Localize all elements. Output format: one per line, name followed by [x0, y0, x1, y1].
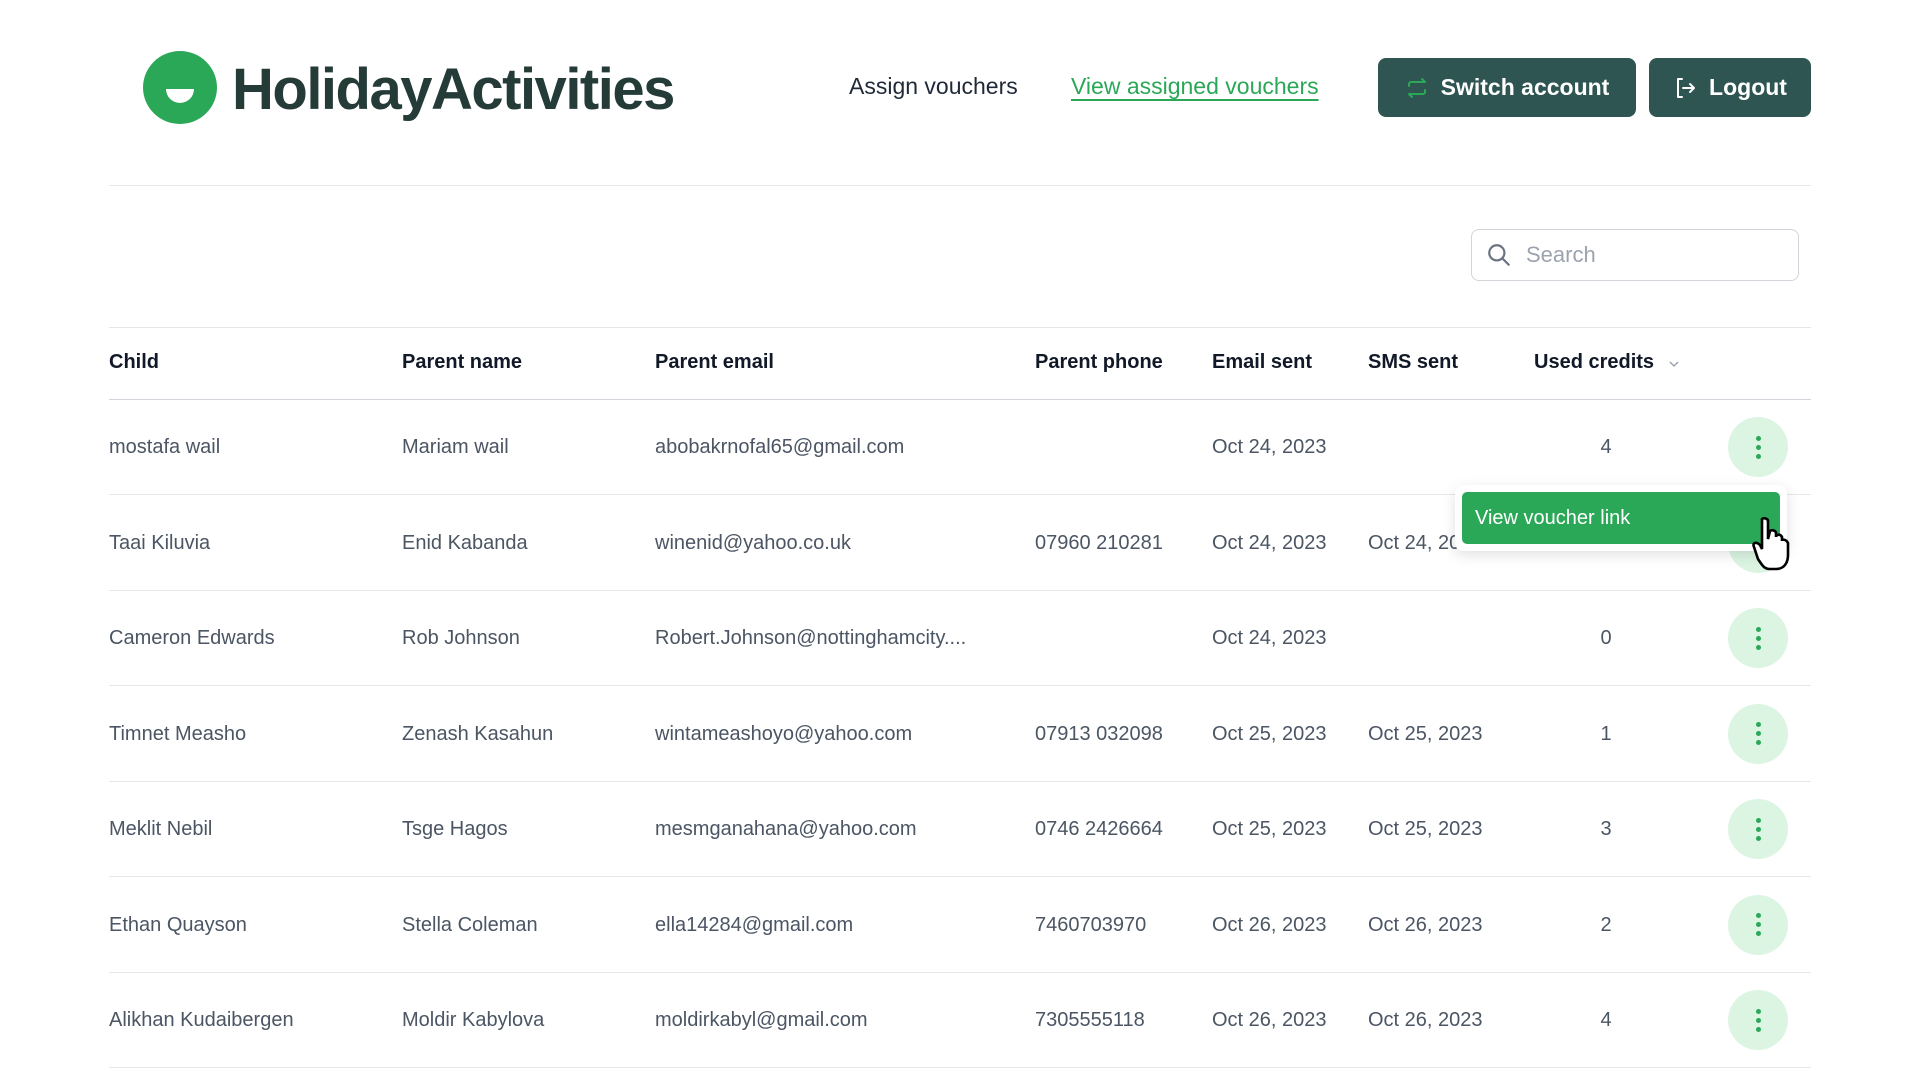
table-row: Ethan Quayson Stella Coleman ella14284@gma…	[109, 878, 1811, 973]
more-vertical-icon	[1755, 435, 1761, 441]
cell-parent-name: Stella Coleman	[402, 913, 538, 936]
cell-parent-name: Mariam wail	[402, 436, 509, 458]
column-header-used-credits[interactable]: Used credits	[1534, 351, 1655, 373]
cell-parent-email: mesmganahana@yahoo.com	[655, 818, 917, 840]
cell-child: Cameron Edwards	[109, 627, 275, 649]
cell-sms-sent: Oct 26, 2023	[1368, 1009, 1483, 1031]
column-header-parent-email[interactable]: Parent email	[655, 351, 774, 373]
cell-child: Ethan Quayson	[109, 913, 247, 936]
hand-pointer-cursor-icon	[1752, 516, 1790, 571]
logout-button[interactable]: Logout	[1649, 58, 1811, 117]
column-header-sms-sent[interactable]: SMS sent	[1368, 351, 1459, 373]
view-voucher-link-menu-item[interactable]: View voucher link	[1462, 492, 1780, 544]
cell-email-sent: Oct 26, 2023	[1212, 1009, 1327, 1031]
column-header-parent-name[interactable]: Parent name	[402, 351, 523, 373]
cell-parent-name: Enid Kabanda	[402, 531, 528, 554]
row-actions-button[interactable]	[1728, 608, 1788, 668]
more-vertical-icon	[1755, 722, 1761, 727]
header-divider	[109, 185, 1811, 186]
cell-parent-name: Rob Johnson	[402, 627, 520, 649]
logo-smile	[166, 89, 194, 103]
nav-assign-vouchers[interactable]: Assign vouchers	[849, 73, 1018, 99]
more-vertical-icon	[1755, 817, 1761, 823]
cell-parent-phone: 7460703970	[1035, 913, 1147, 936]
cell-email-sent: Oct 24, 2023	[1212, 436, 1327, 458]
cell-sms-sent: Oct 24, 2023	[1368, 531, 1483, 554]
cell-used-credits: 2	[1600, 913, 1612, 936]
cell-parent-phone: 7305555118	[1035, 1009, 1145, 1031]
switch-account-button[interactable]: Switch account	[1378, 58, 1636, 117]
table-header-border	[109, 399, 1811, 400]
table-row: Alikhan Kudaibergen Moldir Kabylova moldir…	[109, 973, 1811, 1068]
cell-parent-phone: 07960 210281	[1035, 531, 1163, 554]
table-row: mostafa wail Mariam wail abobakrnofal65@gm…	[109, 400, 1811, 495]
column-header-parent-phone[interactable]: Parent phone	[1035, 351, 1163, 373]
cell-child: Taai Kiluvia	[109, 531, 211, 554]
switch-account-label: Switch account	[1440, 74, 1610, 100]
row-actions-button[interactable]	[1728, 799, 1788, 859]
cell-parent-name: Tsge Hagos	[402, 818, 508, 840]
cell-parent-email: moldirkabyl@gmail.com	[655, 1009, 868, 1031]
column-header-child[interactable]: Child	[109, 351, 159, 373]
logout-icon	[1677, 77, 1696, 98]
sort-chevron-down-icon[interactable]	[1668, 359, 1680, 369]
cell-child: Meklit Nebil	[109, 818, 213, 840]
nav-view-assigned-vouchers[interactable]: View assigned vouchers	[1071, 73, 1319, 99]
row-action-menu: View voucher link	[1455, 485, 1787, 551]
cell-used-credits: 3	[1600, 818, 1612, 840]
cell-parent-name: Moldir Kabylova	[402, 1009, 545, 1031]
cell-parent-email: ella14284@gmail.com	[655, 913, 854, 936]
cell-child: Alikhan Kudaibergen	[109, 1009, 294, 1031]
cell-email-sent: Oct 25, 2023	[1212, 722, 1327, 745]
column-header-email-sent[interactable]: Email sent	[1212, 351, 1313, 373]
cell-email-sent: Oct 26, 2023	[1212, 913, 1327, 936]
cell-used-credits: 0	[1600, 627, 1612, 649]
row-actions-button[interactable]	[1728, 990, 1788, 1050]
cell-email-sent: Oct 24, 2023	[1212, 531, 1327, 554]
cell-parent-phone: 0746 2426664	[1035, 818, 1163, 840]
logo-icon[interactable]	[143, 51, 217, 124]
more-vertical-icon	[1755, 626, 1761, 632]
cell-parent-email: abobakrnofal65@gmail.com	[655, 436, 905, 458]
more-vertical-icon	[1755, 913, 1761, 918]
table-top-border	[109, 327, 1811, 328]
cell-child: mostafa wail	[109, 436, 221, 458]
search-box[interactable]	[1471, 229, 1799, 281]
table-row: Meklit Nebil Tsge Hagos mesmganahana@yahoo…	[109, 782, 1811, 877]
cell-parent-phone: 07913 032098	[1035, 722, 1163, 745]
cell-parent-name: Zenash Kasahun	[402, 722, 554, 745]
cell-parent-email: Robert.Johnson@nottinghamcity....	[655, 627, 967, 649]
cell-used-credits: 4	[1600, 1009, 1612, 1031]
cell-used-credits: 4	[1600, 436, 1612, 458]
cell-child: Timnet Measho	[109, 722, 247, 745]
cell-sms-sent: Oct 25, 2023	[1368, 818, 1483, 840]
table-row: Timnet Measho Zenash Kasahun wintameashoyo…	[109, 687, 1811, 782]
cell-used-credits: 1	[1600, 722, 1612, 745]
search-icon	[1488, 244, 1510, 266]
table-row: Cameron Edwards Rob Johnson Robert.Johnson…	[109, 591, 1811, 686]
row-actions-button[interactable]	[1728, 417, 1788, 477]
cell-sms-sent: Oct 26, 2023	[1368, 913, 1483, 936]
cell-email-sent: Oct 24, 2023	[1212, 627, 1327, 649]
switch-icon	[1407, 77, 1426, 98]
more-vertical-icon	[1755, 1008, 1761, 1014]
row-actions-button[interactable]	[1728, 894, 1788, 955]
logout-label: Logout	[1709, 74, 1787, 100]
row-actions-button[interactable]	[1728, 703, 1788, 764]
logo-text[interactable]: HolidayActivities	[232, 57, 675, 122]
cell-parent-email: winenid@yahoo.co.uk	[655, 531, 851, 554]
cell-parent-email: wintameashoyo@yahoo.com	[655, 722, 913, 745]
search-input[interactable]	[1526, 242, 1766, 268]
cell-sms-sent: Oct 25, 2023	[1368, 722, 1483, 745]
cell-email-sent: Oct 25, 2023	[1212, 818, 1327, 840]
